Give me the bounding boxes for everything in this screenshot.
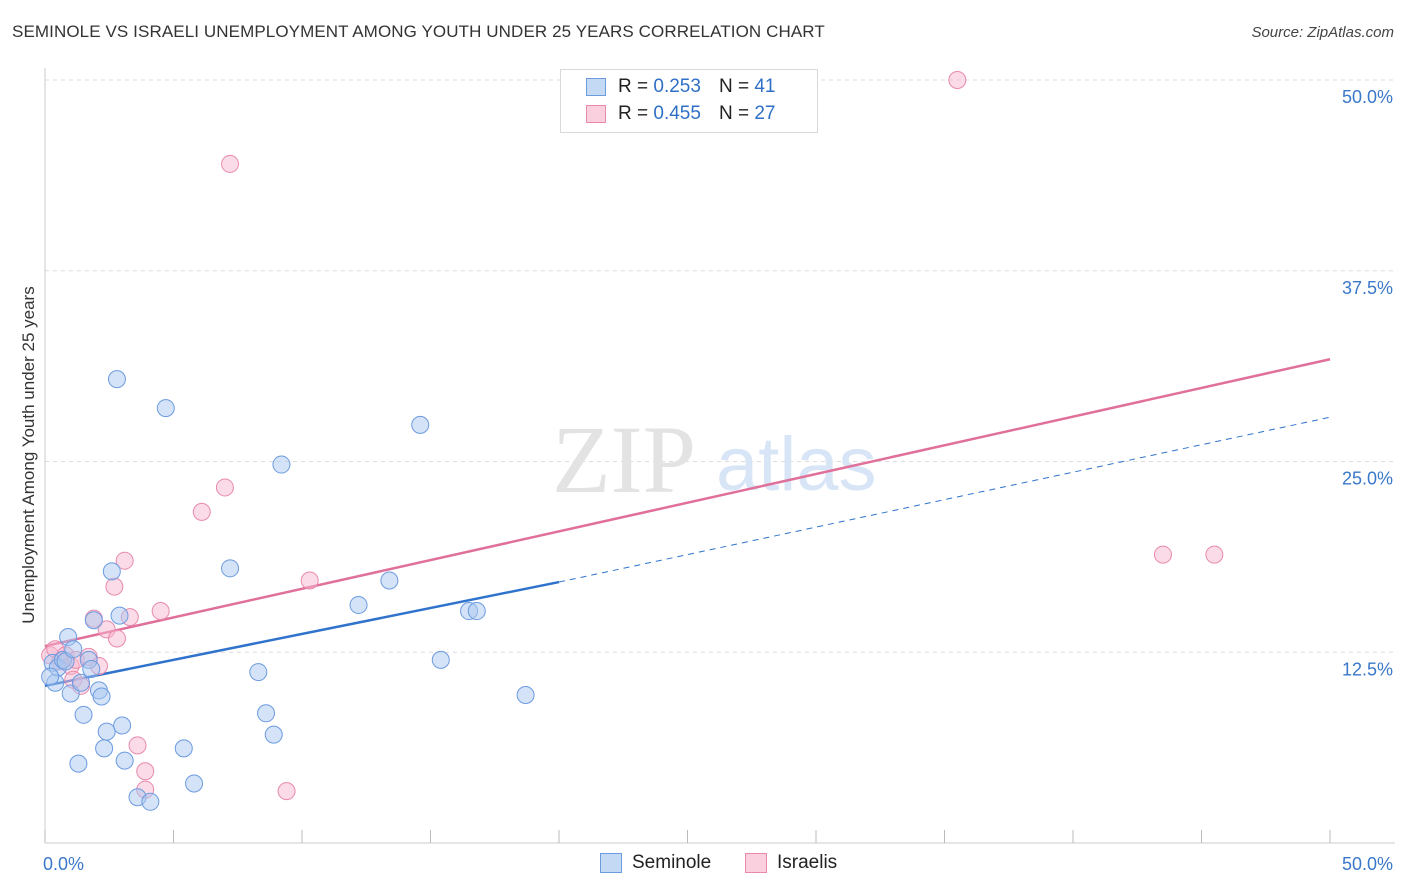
- seminole-point: [97, 722, 116, 741]
- seminole-point: [115, 751, 134, 770]
- seminole-point: [467, 602, 486, 621]
- seminole-point: [92, 687, 111, 706]
- seminole-r-label: R =: [618, 76, 649, 97]
- israelis-legend-swatch: [745, 853, 767, 873]
- seminole-point: [516, 685, 535, 704]
- seminole-point: [380, 571, 399, 590]
- seminole-swatch: [586, 78, 606, 96]
- watermark-atlas: atlas: [716, 422, 877, 507]
- israelis-r-value: 0.455: [653, 103, 701, 124]
- israelis-legend-label: Israelis: [777, 852, 838, 873]
- israelis-point: [115, 551, 134, 570]
- israelis-point: [1205, 545, 1224, 564]
- seminole-point: [107, 370, 126, 389]
- israelis-point: [192, 502, 211, 521]
- bottom-legend-seminole[interactable]: Seminole: [600, 852, 711, 874]
- seminole-point: [411, 415, 430, 434]
- seminole-trend-line: [44, 580, 560, 688]
- seminole-legend-label: Seminole: [632, 852, 712, 873]
- israelis-n-label: N =: [718, 103, 750, 124]
- seminole-legend-swatch: [600, 853, 622, 873]
- x-tick-label-min: 0.0%: [43, 854, 84, 874]
- seminole-point: [272, 455, 291, 474]
- y-tick-label: 50.0%: [1342, 87, 1393, 107]
- axes: [44, 68, 1395, 844]
- source-label: Source: ZipAtlas.com: [1251, 24, 1394, 41]
- seminole-point: [84, 611, 103, 630]
- israelis-point: [136, 762, 155, 781]
- israelis-point: [107, 629, 126, 648]
- israelis-swatch: [586, 105, 606, 123]
- seminole-point: [102, 562, 121, 581]
- israelis-point: [1153, 545, 1172, 564]
- seminole-point: [74, 705, 93, 724]
- israelis-point: [948, 71, 967, 89]
- israelis-n-value: 27: [754, 103, 776, 124]
- seminole-n-label: N =: [718, 76, 750, 97]
- israelis-point: [151, 602, 170, 621]
- x-tick-label-max: 50.0%: [1342, 854, 1393, 874]
- seminole-point: [95, 739, 114, 758]
- watermark-zip: ZIP: [552, 406, 696, 513]
- y-tick-label: 25.0%: [1342, 469, 1393, 489]
- seminole-point: [110, 606, 129, 625]
- grid-lines: [45, 79, 1395, 653]
- israelis-point: [277, 782, 296, 801]
- trend-lines: [44, 358, 1331, 688]
- seminole-point: [349, 595, 368, 614]
- israelis-trend-line: [44, 358, 1331, 648]
- seminole-point: [41, 667, 60, 686]
- seminole-point: [71, 673, 90, 692]
- watermark: ZIP atlas: [552, 406, 877, 513]
- seminole-n-value: 41: [754, 76, 776, 97]
- y-tick-label: 12.5%: [1342, 659, 1393, 679]
- legend-row-seminole: R = 0.253 N = 41: [586, 75, 775, 99]
- seminole-point: [185, 774, 204, 793]
- seminole-point: [431, 650, 450, 669]
- seminole-point: [264, 725, 283, 744]
- seminole-point: [174, 739, 193, 758]
- israelis-point: [105, 577, 124, 596]
- y-tick-label: 37.5%: [1342, 278, 1393, 298]
- seminole-point: [69, 754, 88, 773]
- y-axis-title: Unemployment Among Youth under 25 years: [19, 286, 38, 623]
- bottom-legend-israelis[interactable]: Israelis: [745, 852, 837, 874]
- israelis-point: [128, 736, 147, 755]
- israelis-point: [300, 571, 319, 590]
- correlation-legend: R = 0.253 N = 41 R = 0.455 N = 27: [560, 69, 818, 133]
- seminole-point: [113, 716, 132, 735]
- seminole-point: [64, 640, 83, 659]
- legend-row-israelis: R = 0.455 N = 27: [586, 102, 775, 126]
- israelis-point: [221, 154, 240, 173]
- seminole-points: [41, 370, 535, 811]
- chart-title: SEMINOLE VS ISRAELI UNEMPLOYMENT AMONG Y…: [12, 22, 825, 41]
- seminole-point: [82, 660, 101, 679]
- seminole-point: [257, 704, 276, 723]
- israelis-point: [215, 478, 234, 497]
- seminole-point: [156, 399, 175, 418]
- israelis-r-label: R =: [618, 103, 649, 124]
- seminole-point: [221, 559, 240, 578]
- axis-labels: 12.5% 25.0% 37.5% 50.0% 0.0% 50.0% Unemploymen…: [19, 87, 1393, 874]
- seminole-point: [249, 663, 268, 682]
- seminole-point: [141, 792, 160, 811]
- seminole-r-value: 0.253: [653, 76, 701, 97]
